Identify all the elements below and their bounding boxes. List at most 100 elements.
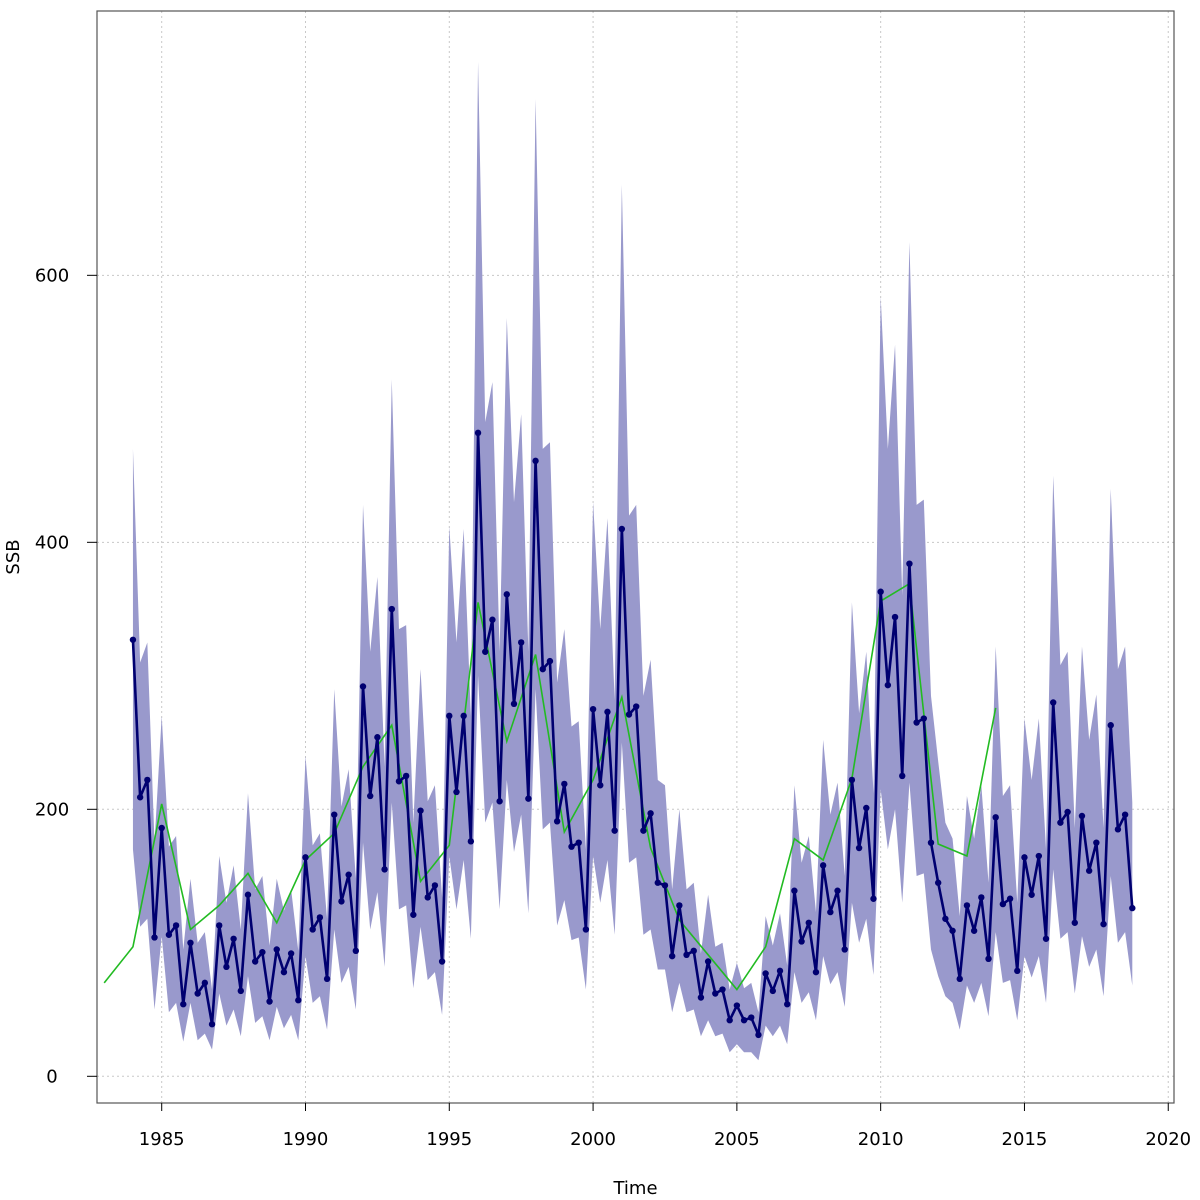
estimate-point [223, 963, 230, 971]
estimate-point [208, 1021, 216, 1028]
estimate-point [1071, 919, 1078, 926]
estimate-point [611, 827, 618, 834]
estimate-point [474, 429, 482, 437]
estimate-point [345, 871, 352, 878]
estimate-point [230, 935, 237, 942]
estimate-point [1085, 867, 1093, 874]
estimate-point [525, 795, 532, 802]
estimate-point [338, 898, 345, 905]
estimate-point [309, 926, 316, 933]
estimate-point [467, 838, 475, 845]
estimate-point [805, 919, 812, 926]
estimate-point [604, 708, 611, 716]
estimate-point [963, 902, 971, 909]
estimate-point [1006, 895, 1014, 902]
estimate-point [690, 947, 697, 955]
estimate-point [568, 843, 575, 850]
estimate-point [517, 639, 525, 646]
estimate-point [359, 683, 367, 690]
estimate-point [266, 998, 273, 1005]
y-tick-label: 200 [35, 799, 69, 820]
estimate-line [131, 431, 1134, 1037]
estimate-point [956, 975, 963, 983]
estimate-point [417, 807, 424, 814]
estimate-point [863, 804, 870, 812]
estimate-point [129, 636, 137, 643]
estimate-point [388, 605, 395, 613]
estimate-point [1035, 852, 1043, 860]
estimate-point [798, 938, 805, 945]
y-axis: 0 200 400 600 [35, 265, 97, 1087]
estimate-point [287, 950, 295, 957]
x-tick-label: 1995 [426, 1129, 472, 1150]
estimate-point [1021, 854, 1028, 861]
estimate-point [589, 705, 597, 713]
estimate-point [776, 967, 784, 975]
x-axis-title: Time [612, 1178, 657, 1199]
estimate-point [899, 772, 906, 780]
estimate-point [762, 970, 769, 977]
estimate-point [834, 887, 841, 894]
estimate-point [539, 665, 546, 673]
estimate-point [934, 879, 942, 886]
estimate-point [244, 891, 252, 898]
estimate-point [367, 792, 374, 800]
estimate-point [668, 952, 676, 960]
estimate-point [510, 700, 518, 708]
estimate-point [1129, 904, 1136, 912]
estimate-point [158, 824, 165, 832]
estimate-point [251, 958, 259, 965]
estimate-point [280, 968, 288, 976]
estimate-point [489, 616, 496, 623]
estimate-point [942, 915, 949, 922]
estimate-point [331, 811, 338, 818]
estimate-point [1014, 967, 1021, 975]
confidence-band-layer [132, 61, 1133, 1061]
y-tick-label: 0 [46, 1066, 57, 1087]
estimate-point [381, 866, 388, 873]
estimate-point [949, 927, 956, 934]
estimate-point [446, 712, 453, 720]
estimate-point [424, 894, 431, 901]
estimate-point [640, 827, 647, 834]
estimate-point [740, 1017, 748, 1024]
x-tick-label: 2010 [858, 1129, 904, 1150]
estimate-point [216, 922, 223, 929]
estimate-point [819, 862, 827, 869]
estimate-point [618, 525, 626, 533]
estimate-point [755, 1031, 762, 1039]
estimate-point [1100, 920, 1107, 928]
estimate-point [726, 1017, 733, 1024]
estimate-point [201, 979, 209, 987]
estimate-point [719, 986, 726, 993]
estimate-point [194, 990, 201, 997]
estimate-point [683, 951, 690, 959]
estimate-point [237, 987, 244, 995]
estimate-point [1057, 819, 1064, 826]
estimate-point [812, 968, 820, 976]
estimate-point [165, 931, 173, 938]
estimate-point [633, 703, 640, 710]
estimate-point [496, 798, 503, 805]
estimate-point [1042, 935, 1050, 942]
estimate-point [460, 712, 467, 720]
estimate-point [1114, 826, 1122, 833]
estimate-point [891, 613, 899, 621]
estimate-point [453, 788, 460, 796]
estimate-point [561, 780, 568, 788]
estimate-point [913, 719, 920, 726]
estimate-point [970, 927, 978, 934]
estimate-point [597, 782, 604, 789]
estimate-point [661, 882, 669, 889]
estimate-point [992, 814, 999, 821]
estimate-point [144, 776, 151, 784]
estimate-point [410, 911, 417, 918]
estimate-point [503, 591, 511, 598]
estimate-point [1093, 839, 1100, 846]
y-tick-label: 600 [35, 265, 69, 286]
estimate-point [374, 734, 381, 741]
estimate-point [431, 882, 439, 889]
estimate-point [855, 844, 863, 852]
estimate-point [733, 1002, 741, 1009]
x-tick-label: 2005 [714, 1129, 760, 1150]
